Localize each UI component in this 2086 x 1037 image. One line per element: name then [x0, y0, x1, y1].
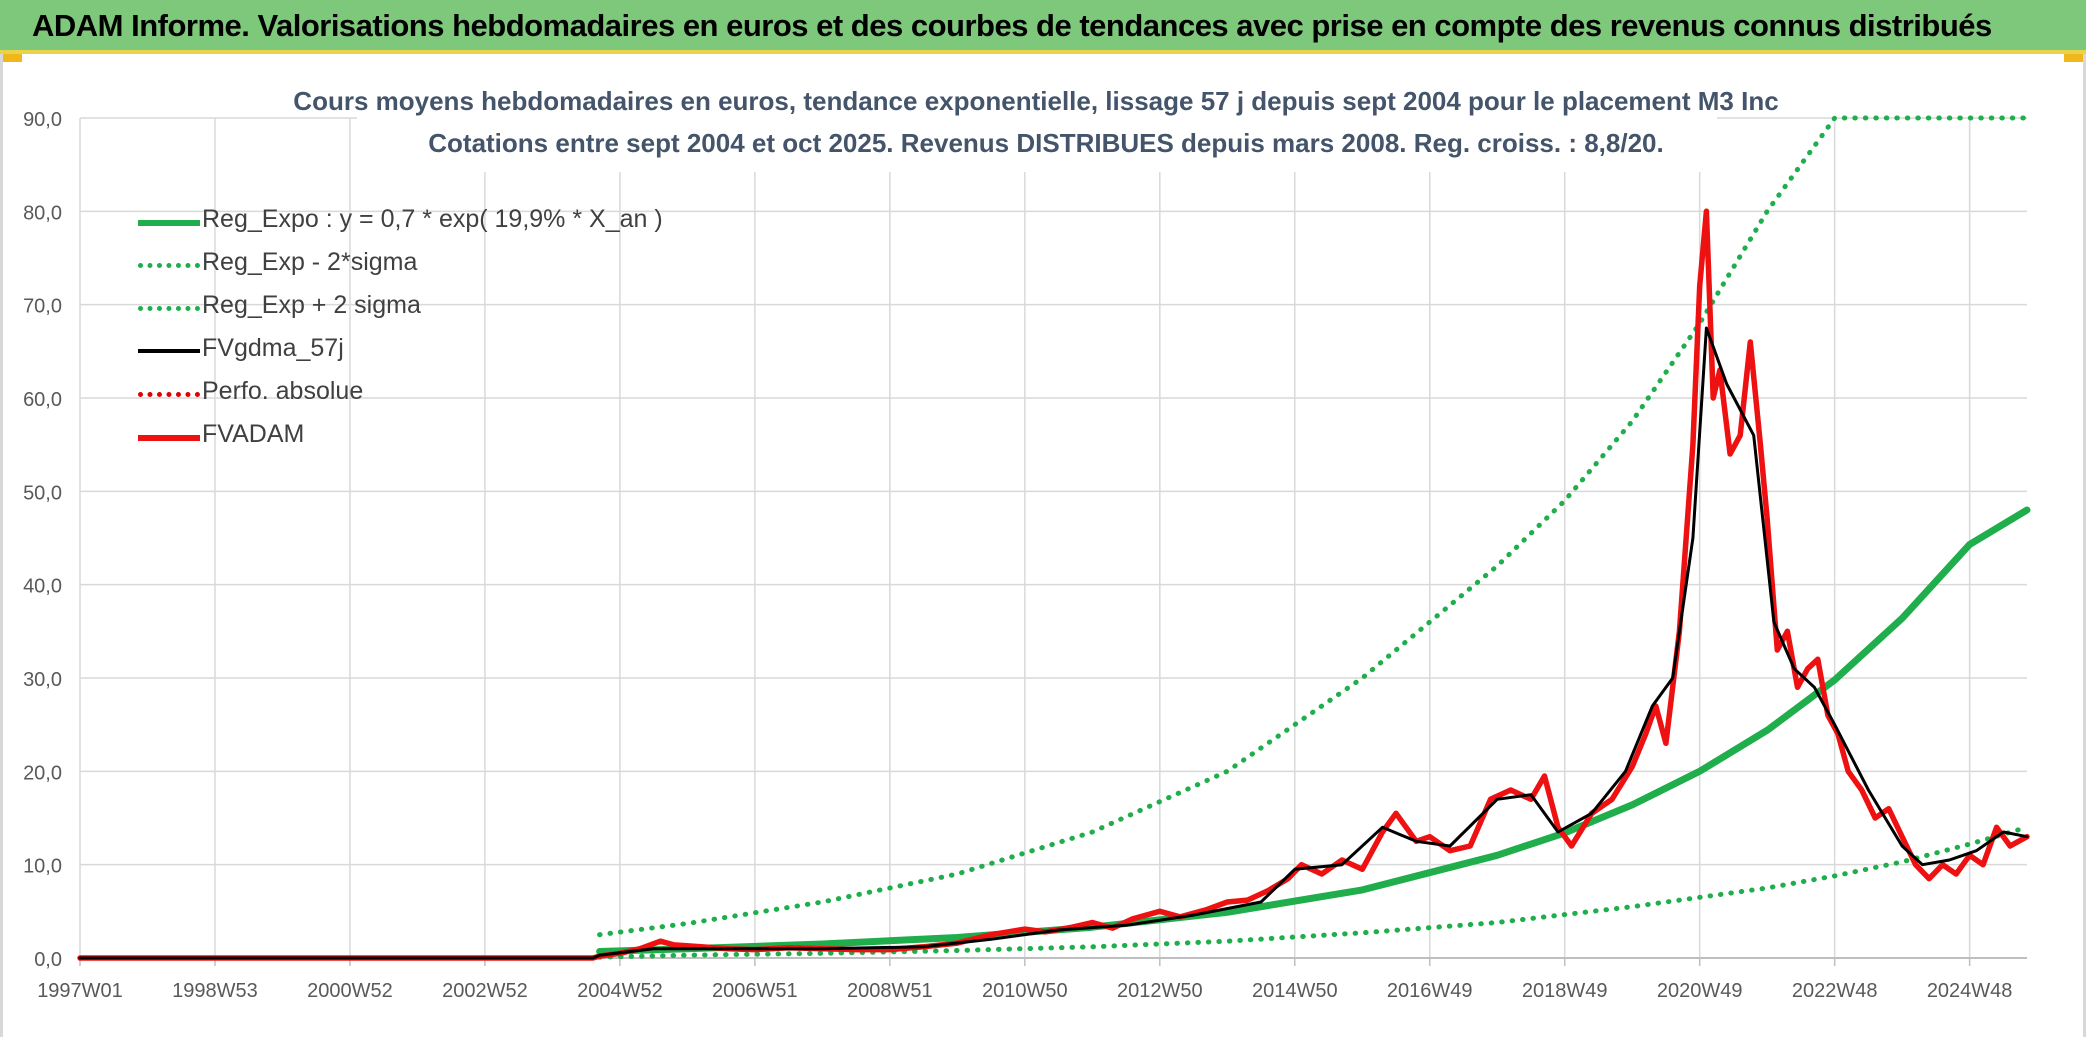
legend-swatch: [138, 349, 200, 353]
y-tick-label: 20,0: [23, 762, 62, 784]
legend-label: FVgdma_57j: [202, 334, 344, 362]
series-line-1: [597, 824, 2030, 960]
x-tick-label: 2022W48: [1792, 980, 1878, 1002]
x-tick-label: 2016W49: [1387, 980, 1473, 1002]
series-line-0: [596, 506, 2031, 955]
legend-swatch: [138, 392, 200, 397]
report-title: ADAM Informe. Valorisations hebdomadaire…: [32, 8, 1992, 43]
report-header: ADAM Informe. Valorisations hebdomadaire…: [0, 0, 2086, 54]
legend-label: Reg_Expo : y = 0,7 * exp( 19,9% * X_an ): [202, 205, 663, 233]
x-tick-label: 2010W50: [982, 980, 1068, 1002]
x-tick-label: 1997W01: [37, 980, 123, 1002]
x-tick-label: 2006W51: [712, 980, 798, 1002]
y-tick-label: 80,0: [23, 202, 62, 224]
series-line-3: [78, 326, 2029, 960]
x-tick-label: 2008W51: [847, 980, 933, 1002]
legend-swatch: [138, 263, 200, 268]
x-tick-label: 1998W53: [172, 980, 258, 1002]
legend-label: Reg_Exp + 2 sigma: [202, 291, 421, 319]
x-tick-label: 2002W52: [442, 980, 528, 1002]
chart-title-background: [357, 82, 1717, 172]
y-tick-label: 30,0: [23, 669, 62, 691]
series-line-2: [597, 115, 2030, 938]
x-tick-label: 2024W48: [1927, 980, 2013, 1002]
chart-frame: [0, 54, 2086, 1037]
y-tick-label: 40,0: [23, 576, 62, 598]
chart-title: Cours moyens hebdomadaires en euros, ten…: [293, 86, 1779, 116]
legend-swatch: [138, 306, 200, 311]
x-tick-label: 2014W50: [1252, 980, 1338, 1002]
x-tick-label: 2012W50: [1117, 980, 1203, 1002]
x-axis: 1997W01 1998W53 2000W52 2002W52 2004W52 2006W…: [37, 957, 2027, 1002]
legend-swatch: [138, 435, 200, 441]
x-tick-label: 2020W49: [1657, 980, 1743, 1002]
legend-label: FVADAM: [202, 420, 305, 448]
y-tick-label: 70,0: [23, 296, 62, 318]
y-tick-label: 90,0: [23, 109, 62, 131]
x-tick-label: 2000W52: [307, 980, 393, 1002]
y-axis: 0,0 10,0 20,0 30,0 40,0 50,0 60,0 70,0 80,0 90,0: [23, 109, 62, 971]
x-tick-label: 2018W49: [1522, 980, 1608, 1002]
chart-subtitle: Cotations entre sept 2004 et oct 2025. R…: [428, 128, 1664, 158]
chart-series: [77, 115, 2031, 961]
y-tick-label: 10,0: [23, 856, 62, 878]
corner-marker-left: [0, 54, 22, 62]
corner-marker-right: [2064, 54, 2086, 62]
legend-swatch: [138, 220, 200, 226]
y-tick-label: 0,0: [34, 949, 62, 971]
legend-label: Perfo. absolue: [202, 377, 364, 405]
chart-grid: [79, 117, 2027, 959]
x-tick-label: 2004W52: [577, 980, 663, 1002]
legend-label: Reg_Exp - 2*sigma: [202, 248, 418, 276]
y-tick-label: 50,0: [23, 482, 62, 504]
y-tick-label: 60,0: [23, 389, 62, 411]
